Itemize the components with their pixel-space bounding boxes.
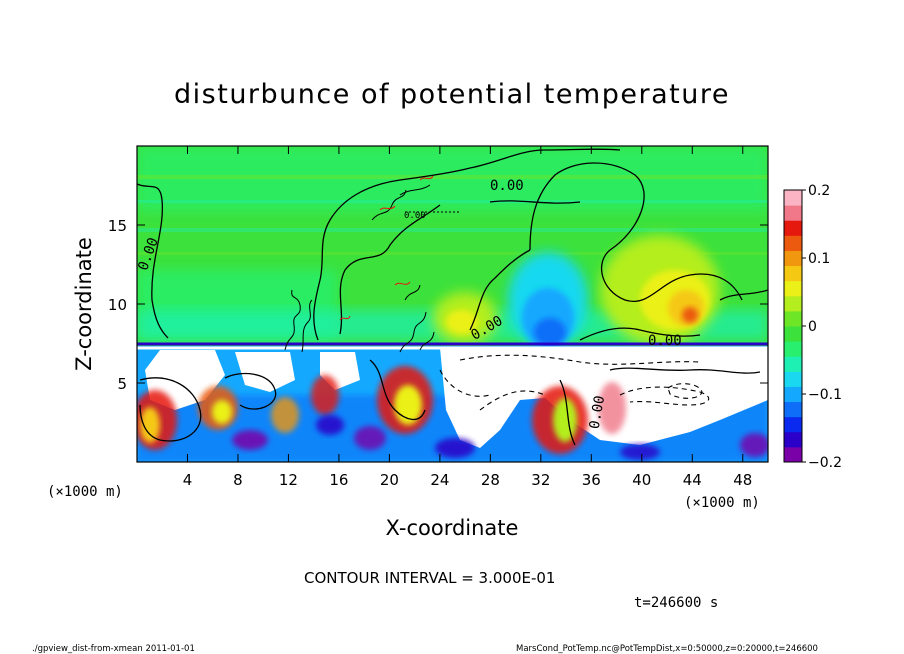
colorbar-swatch: [784, 310, 802, 327]
colorbar-swatch: [784, 386, 802, 403]
colorbar-swatch: [784, 446, 802, 463]
x-axis-title: X-coordinate: [386, 516, 519, 540]
x-tick-label: 28: [481, 471, 500, 489]
colorbar-swatch: [784, 401, 802, 418]
contour-label: 0.00: [490, 178, 524, 194]
colorbar-swatch: [784, 356, 802, 372]
colorbar-swatch: [784, 190, 802, 206]
x-tick-label: 16: [329, 471, 348, 489]
colorbar-swatch: [784, 220, 802, 236]
colorbar-tick-label: 0.1: [808, 251, 830, 267]
colorbar-tick-label: −0.1: [808, 387, 842, 403]
contour-label: 0.00: [587, 394, 609, 430]
y-tick-label: 5: [117, 375, 127, 393]
colorbar-tick-label: 0.2: [808, 183, 830, 199]
y-axis-ticks: 5 10 15: [108, 217, 768, 393]
colorbar-swatch: [784, 431, 802, 448]
x-unit-label-right: (×1000 m): [684, 495, 760, 511]
colorbar: [784, 190, 802, 463]
x-tick-label: 32: [531, 471, 550, 489]
y-tick-label: 15: [108, 217, 127, 235]
colorbar-swatch: [784, 250, 802, 267]
colorbar-swatch: [784, 326, 802, 342]
contour-label: 0.00: [404, 211, 426, 221]
x-unit-label-left: (×1000 m): [47, 484, 123, 500]
colorbar-swatch: [784, 416, 802, 433]
x-tick-label: 24: [430, 471, 449, 489]
x-tick-label: 4: [183, 471, 193, 489]
x-tick-label: 12: [279, 471, 298, 489]
colorbar-swatch: [784, 235, 802, 251]
x-tick-label: 44: [683, 471, 702, 489]
x-tick-label: 40: [632, 471, 651, 489]
x-tick-label: 20: [380, 471, 399, 489]
colorbar-swatch: [784, 341, 802, 357]
chart-title: disturbunce of potential temperature: [174, 79, 730, 110]
colorbar-tick-label: 0: [808, 319, 817, 335]
colorbar-swatch: [784, 295, 802, 312]
footer-right: MarsCond_PotTemp.nc@PotTempDist,x=0:5000…: [516, 644, 818, 654]
colorbar-ticks: 0.2 0.1 0 −0.1 −0.2: [802, 183, 842, 471]
x-tick-label: 36: [582, 471, 601, 489]
heatmap-field: [137, 146, 768, 462]
y-tick-label: 10: [108, 296, 127, 314]
colorbar-swatch: [784, 205, 802, 221]
x-tick-label: 48: [733, 471, 752, 489]
colorbar-swatch: [784, 265, 802, 282]
x-tick-label: 8: [233, 471, 243, 489]
time-label: t=246600 s: [634, 595, 718, 611]
colorbar-swatch: [784, 280, 802, 297]
colorbar-tick-label: −0.2: [808, 455, 842, 471]
contour-label: 0.00: [648, 333, 682, 349]
footer-left: ./gpview_dist-from-xmean 2011-01-01: [32, 644, 195, 654]
x-axis-ticks: 4 8 12 16 20 24 28 32 36 40 44 48: [183, 146, 752, 489]
contour-interval: CONTOUR INTERVAL = 3.000E-01: [304, 569, 555, 587]
y-axis-title: Z-coordinate: [72, 237, 96, 371]
colorbar-swatch: [784, 371, 802, 387]
